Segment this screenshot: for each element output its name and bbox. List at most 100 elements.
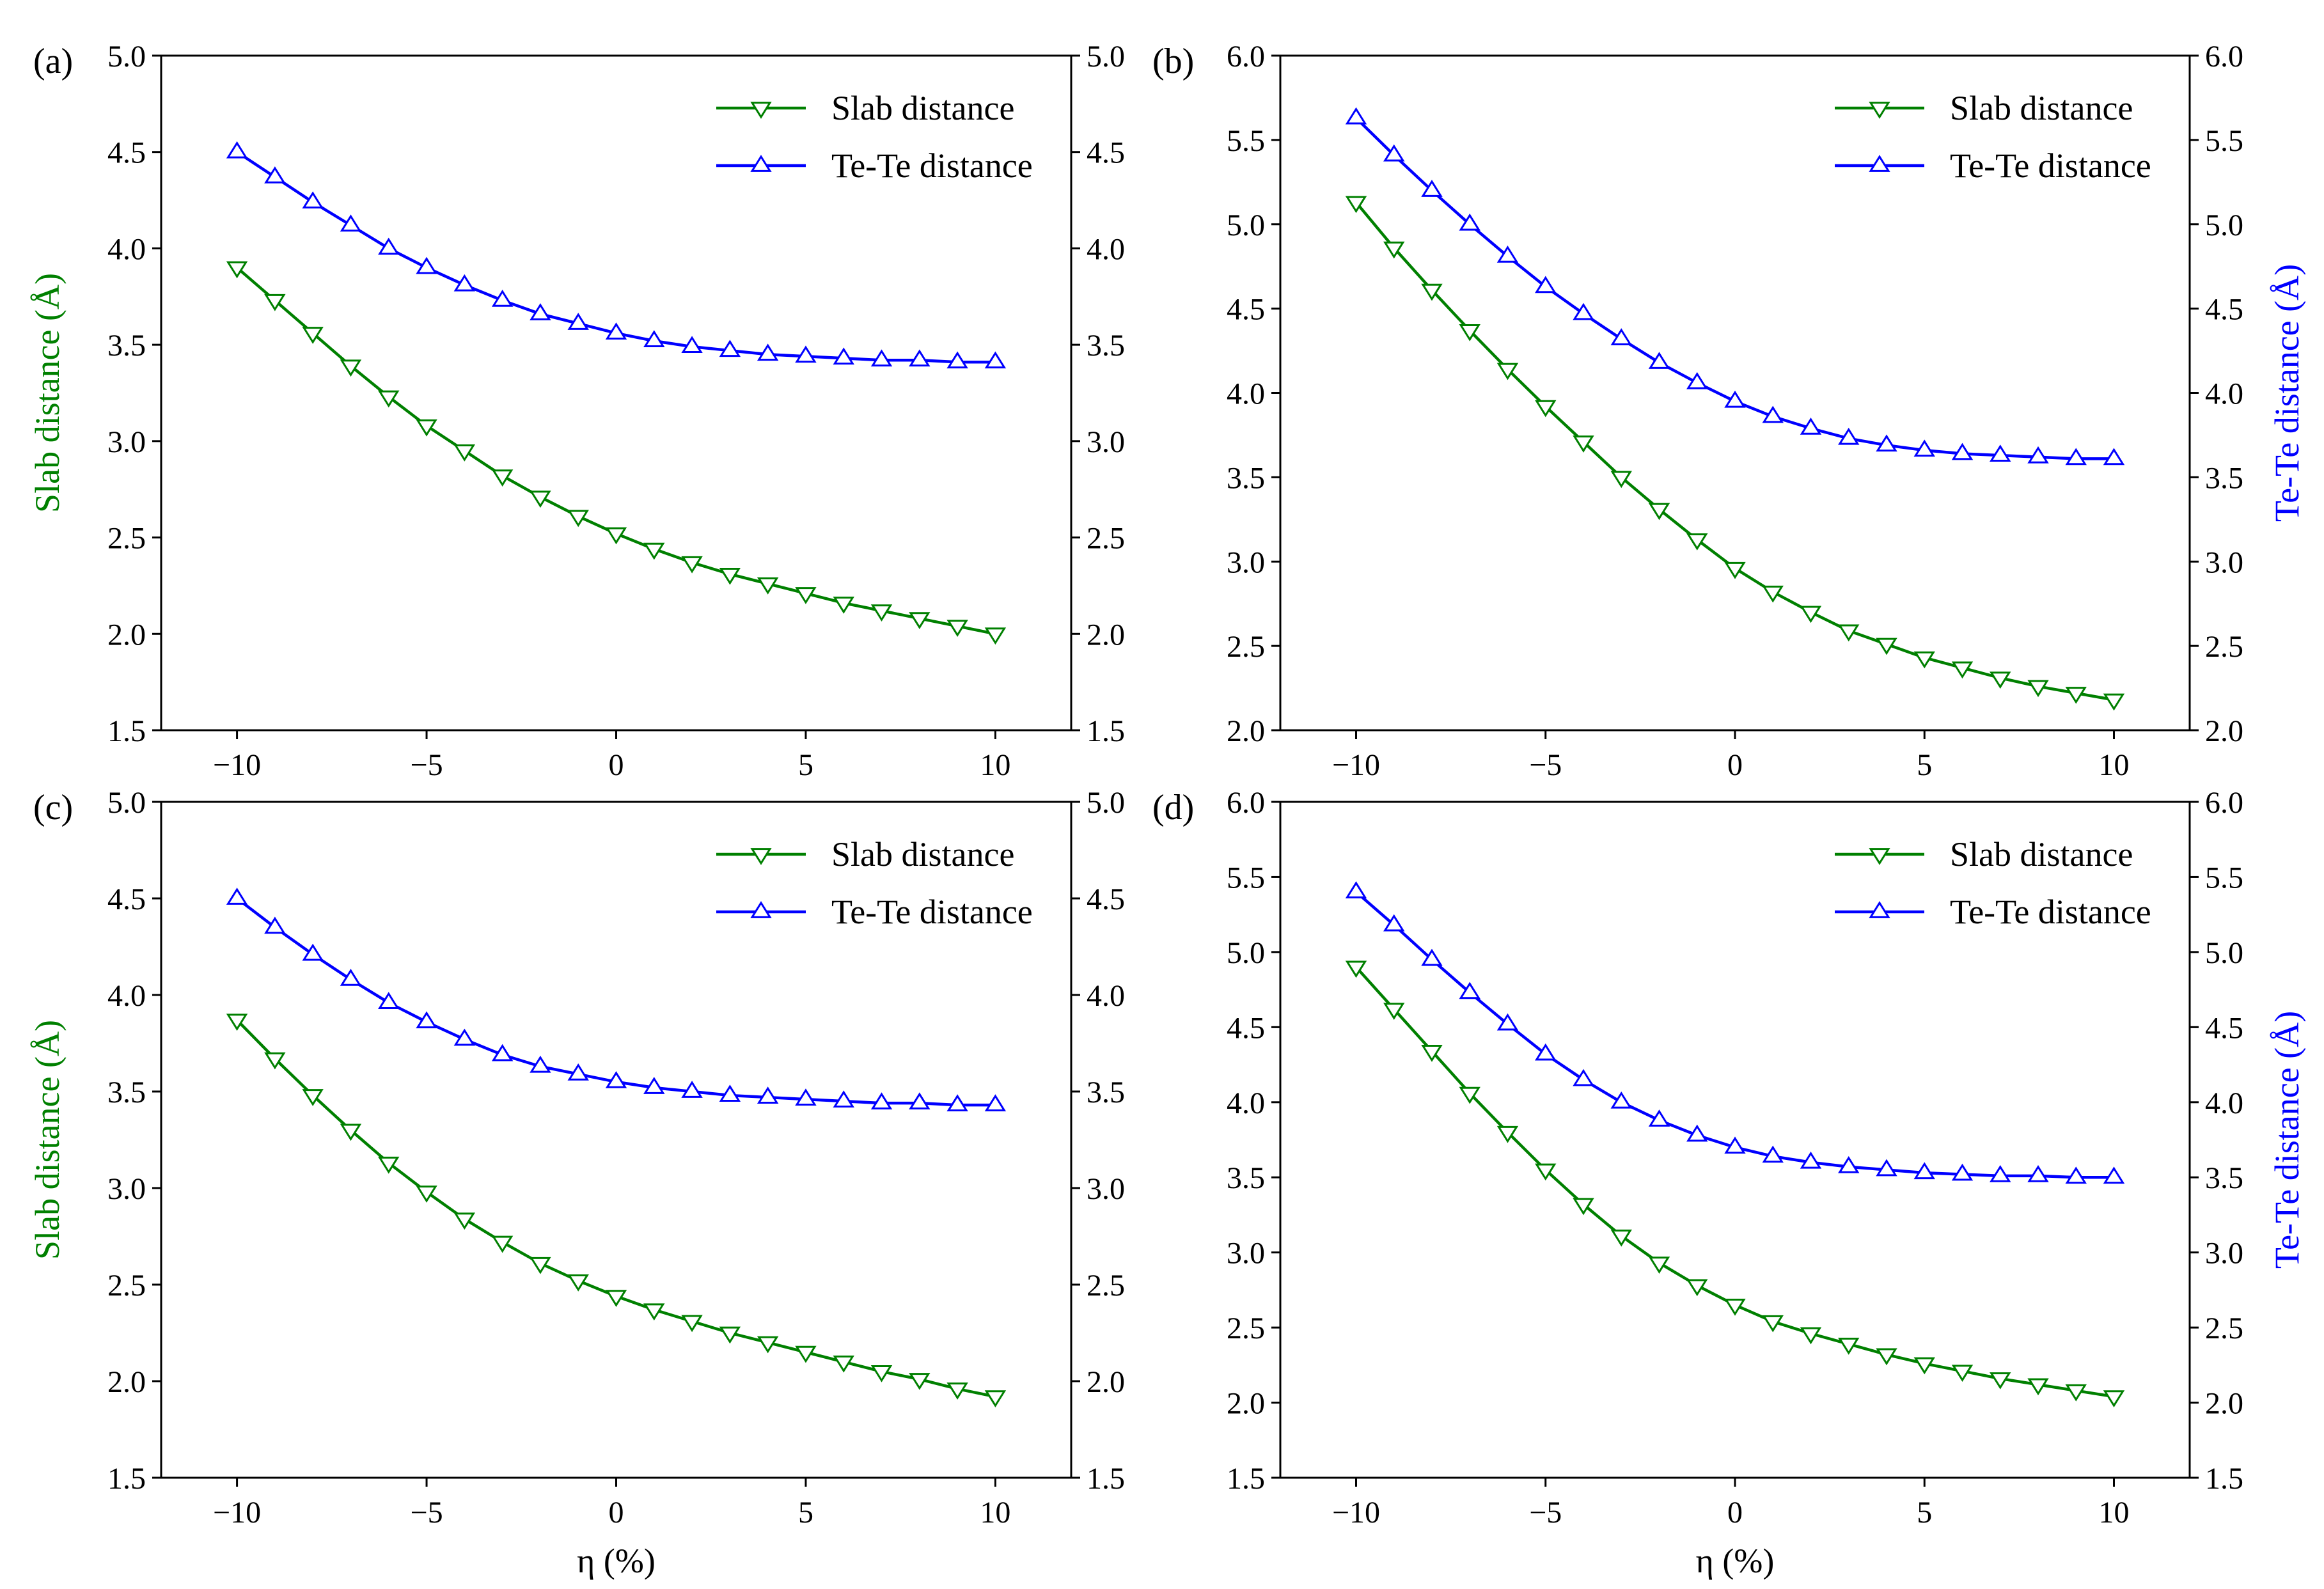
data-point [491,469,514,487]
y-tick-label-left: 3.5 [107,329,146,363]
legend-marker [750,848,772,865]
data-point [1345,107,1367,125]
y-tick-label-left: 4.5 [1227,1011,1265,1045]
data-point [909,349,930,367]
data-point [1573,435,1594,453]
data-point [870,1092,893,1110]
data-point [946,1094,968,1112]
y-axis-label-left: Slab distance (Å) [28,1020,67,1260]
y-tick-label-left: 3.0 [1227,1237,1265,1271]
data-point [1535,276,1557,294]
data-point [1610,1091,1632,1109]
data-point [833,1090,854,1108]
data-point [719,1326,741,1344]
data-point [605,1071,627,1088]
y-tick-label-right: 2.5 [2205,1311,2243,1345]
data-point [1535,400,1557,418]
data-point [1648,352,1670,369]
y-tick-label-right: 5.5 [2205,861,2243,895]
y-tick-label-right: 5.0 [1087,786,1125,820]
legend-marker [750,155,772,172]
y-tick-label-right: 3.5 [2205,461,2243,495]
data-point [833,1355,854,1373]
data-point [1913,1357,1935,1375]
y-axis-label-right: Te-Te distance (Å) [2268,264,2306,522]
data-point [453,444,476,462]
data-point [984,1094,1007,1112]
y-tick-label-right: 4.5 [2205,293,2243,327]
data-point [1951,442,1974,460]
data-point [416,419,437,437]
y-tick-label-right: 2.0 [2205,714,2243,748]
legend-marker [1869,901,1890,918]
legend-label: Te-Te distance [1950,146,2151,185]
data-point [226,1014,248,1031]
data-point [1951,1163,1974,1181]
legend-label: Te-Te distance [831,146,1033,185]
data-point [1762,1315,1784,1333]
data-point [1990,444,2011,462]
y-tick-label-left: 2.0 [1227,714,1265,748]
y-tick-label-left: 3.0 [107,1172,146,1206]
data-point [530,1256,551,1274]
y-tick-label-left: 2.5 [107,522,146,556]
data-point [1913,651,1935,669]
data-point [757,1086,779,1104]
panel-label: (b) [1152,42,1194,81]
x-tick-label: 5 [798,1496,813,1530]
data-point [1345,881,1367,898]
data-point [984,627,1007,645]
data-point [795,345,817,363]
data-point [2027,1378,2049,1396]
data-point [946,620,968,638]
y-tick-label-left: 5.5 [1227,861,1265,895]
legend-entry: Slab distance [1835,835,2133,873]
data-point [605,1290,627,1307]
data-point [340,969,362,986]
data-point [1876,434,1897,452]
data-point [605,527,627,545]
data-point [946,1382,968,1400]
y-tick-label-right: 5.0 [1087,40,1125,74]
data-point [2065,1384,2087,1402]
y-tick-label-right: 5.0 [2205,208,2243,242]
y-tick-label-right: 3.5 [1087,1076,1125,1109]
y-tick-label-left: 2.5 [1227,630,1265,664]
data-point [1459,1086,1480,1104]
x-tick-label: 0 [1727,748,1743,782]
data-point [491,1044,514,1061]
data-point [1838,624,1860,642]
data-point [1762,1145,1784,1163]
data-point [226,888,248,905]
data-point [1648,503,1670,521]
data-point [1535,1163,1557,1181]
data-point [1496,246,1519,263]
series-tete [1345,107,2125,466]
data-point [909,1092,930,1110]
data-point [340,214,362,232]
data-point [1724,1298,1746,1316]
x-tick-label: −10 [1332,1496,1380,1530]
y-tick-label-left: 3.5 [1227,1161,1265,1195]
x-tick-label: −10 [1332,748,1380,782]
data-point [833,597,854,614]
data-point [302,1089,324,1106]
data-point [719,340,741,357]
data-point [567,510,589,528]
x-axis-label: η (%) [1696,1542,1775,1580]
data-point [1421,948,1443,966]
data-point [1345,196,1367,214]
x-tick-label: 10 [980,1496,1010,1530]
data-point [1383,1003,1405,1020]
y-tick-label-right: 6.0 [2205,786,2243,820]
data-point [2103,448,2125,466]
data-point [1800,1327,1822,1345]
data-point [643,1077,665,1094]
data-point [378,1156,400,1174]
panel-b: −10 −5 0 5 10 2.0 2.0 2.5 2.5 3.0 3.0 3.5 3.5 4.0 4.0 4… [1152,40,2306,782]
y-tick-label-right: 3.0 [1087,425,1125,459]
legend-entry: Slab distance [1835,89,2133,127]
y-tick-label-right: 4.5 [2205,1011,2243,1045]
y-tick-label-right: 5.0 [2205,936,2243,970]
